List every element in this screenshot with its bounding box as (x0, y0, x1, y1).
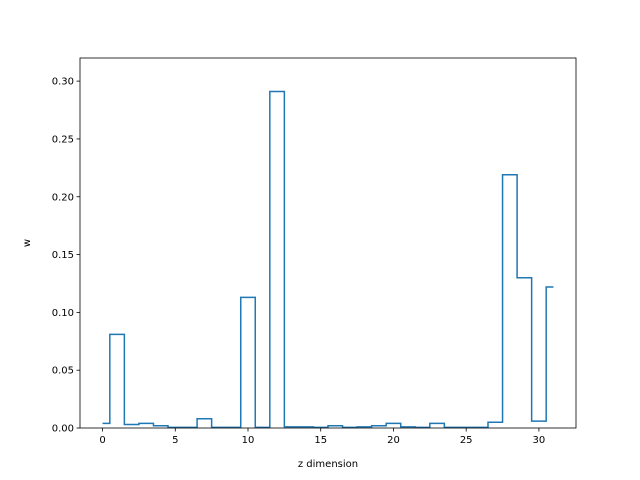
y-tick-label: 0.15 (52, 250, 74, 261)
y-tick-label: 0.20 (52, 192, 74, 203)
x-tick-label: 5 (172, 435, 178, 446)
series-group (102, 90, 554, 429)
x-tick-label: 10 (242, 435, 255, 446)
y-tick-label: 0.05 (52, 366, 74, 377)
series-line (102, 90, 554, 429)
x-axis-label: z dimension (298, 459, 358, 470)
plot-area (80, 58, 576, 428)
x-tick-label: 20 (387, 435, 400, 446)
y-axis: 0.00 0.05 0.10 0.15 0.20 0.25 0.30 (52, 77, 80, 435)
y-tick-label: 0.30 (52, 77, 74, 88)
y-tick-label: 0.00 (52, 424, 74, 435)
y-axis-label: w (22, 239, 33, 247)
x-tick-label: 25 (460, 435, 473, 446)
y-tick-label: 0.10 (52, 308, 74, 319)
y-tick-label: 0.25 (52, 134, 74, 145)
x-tick-label: 0 (99, 435, 105, 446)
x-tick-label: 15 (314, 435, 327, 446)
plot-frame (79, 57, 577, 429)
x-tick-label: 30 (533, 435, 546, 446)
x-axis: 0 5 10 15 20 25 30 (99, 428, 545, 446)
